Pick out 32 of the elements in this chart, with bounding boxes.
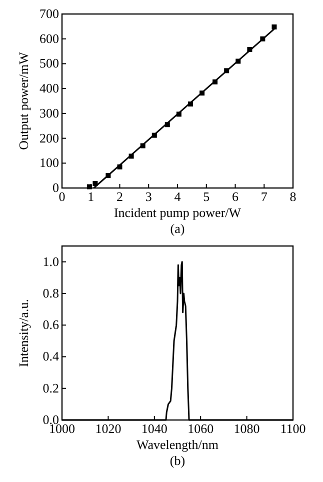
x-tick-label: 1020 <box>95 421 122 436</box>
x-tick-label: 4 <box>174 189 182 204</box>
x-tick-label: 7 <box>260 189 268 204</box>
x-tick-label: 1040 <box>141 421 168 436</box>
x-tick-label: 6 <box>232 189 239 204</box>
y-axis-title: Output power/mW <box>16 51 31 150</box>
x-tick-label: 1 <box>88 189 94 204</box>
x-tick-label: 8 <box>290 189 296 204</box>
x-tick-label: 3 <box>145 189 152 204</box>
y-tick-label: 0.8 <box>42 285 59 300</box>
y-tick-label: 500 <box>40 56 59 71</box>
point <box>272 24 277 30</box>
x-tick-label: 5 <box>203 189 210 204</box>
y-tick-label: 400 <box>40 80 59 96</box>
y-tick-label: 0.6 <box>42 317 60 332</box>
x-axis-title: Wavelength/nm <box>136 437 218 452</box>
y-axis-title: Intensity/a.u. <box>16 299 31 367</box>
y-tick-label: 0.2 <box>42 380 59 396</box>
y-tick-label: 700 <box>40 6 59 21</box>
x-tick-label: 1100 <box>280 421 306 436</box>
text: (b) <box>170 453 186 468</box>
x-tick-label: 1080 <box>234 421 260 436</box>
text: (a) <box>170 221 185 236</box>
y-tick-label: 0.4 <box>42 348 60 364</box>
y-tick-label: 200 <box>40 130 59 146</box>
x-axis-title: Incident pump power/W <box>114 205 242 220</box>
x-tick-label: 2 <box>116 189 123 204</box>
y-tick-label: 1.0 <box>42 254 59 269</box>
y-tick-label: 600 <box>40 30 59 46</box>
y-tick-label: 300 <box>40 105 59 120</box>
x-tick-label: 1060 <box>188 421 214 436</box>
y-tick-label: 100 <box>40 155 59 170</box>
